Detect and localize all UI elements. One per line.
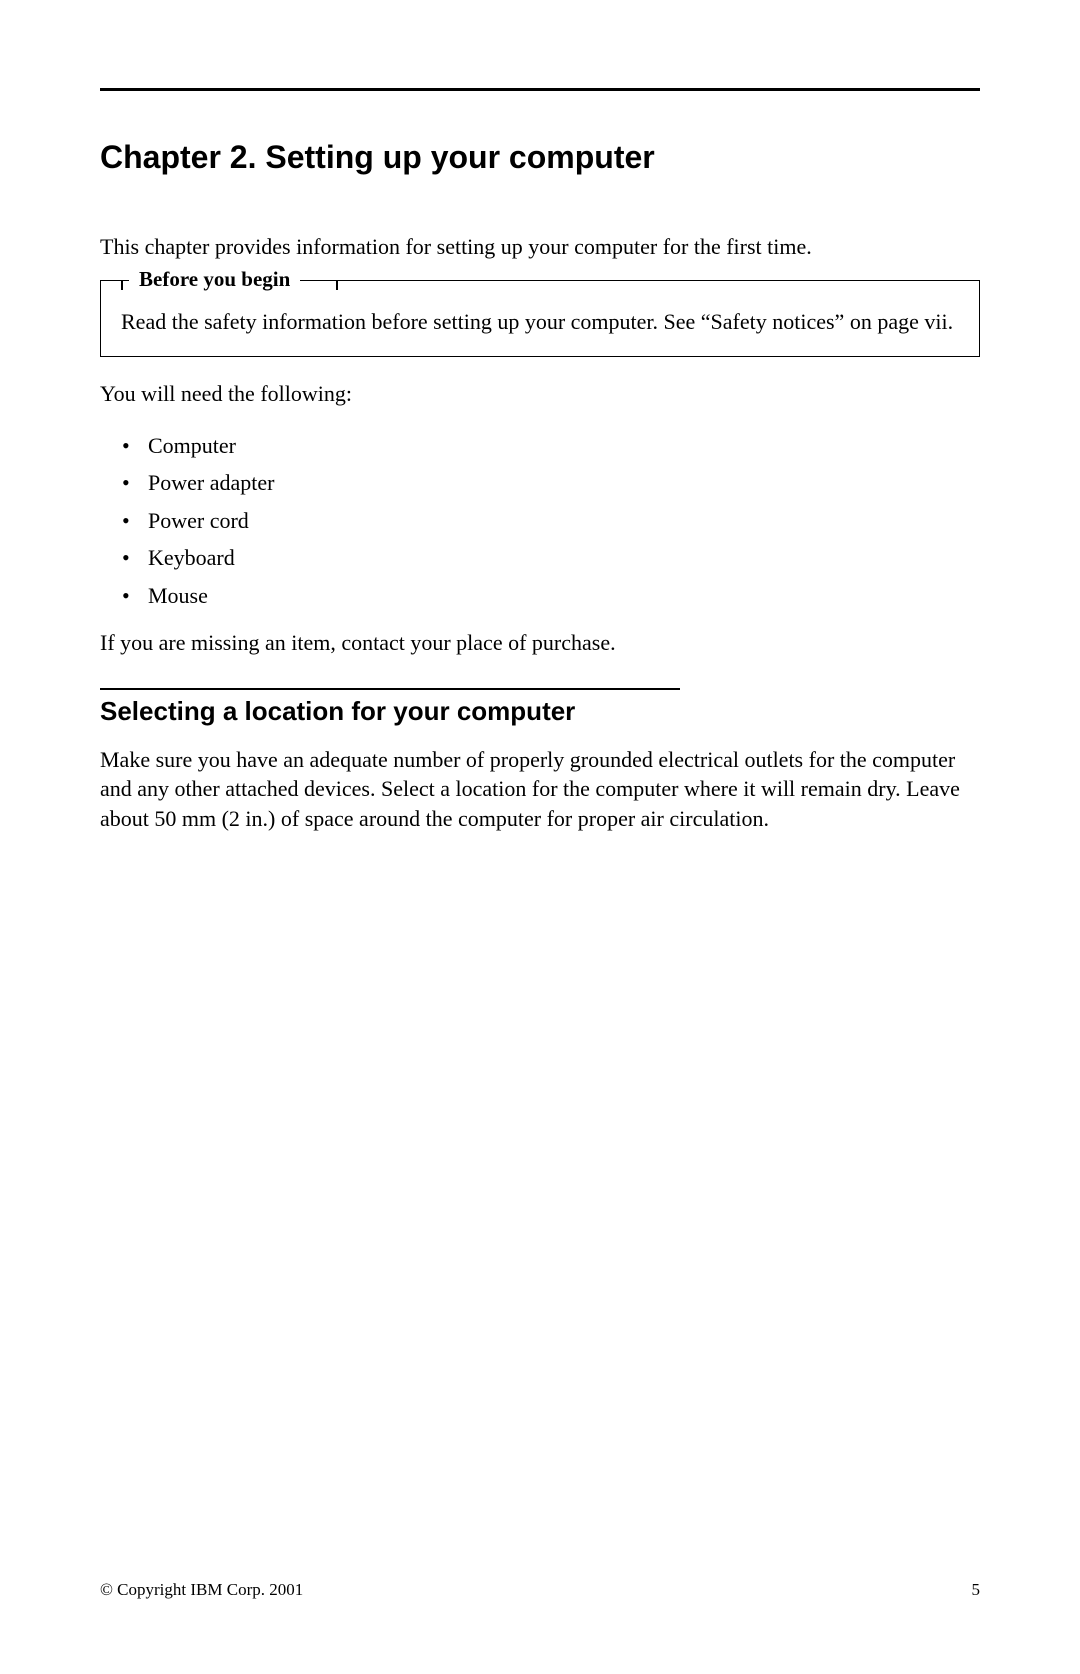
section-rule	[100, 688, 680, 690]
need-intro: You will need the following:	[100, 379, 980, 409]
before-you-begin-box: Before you begin Read the safety informa…	[100, 280, 980, 358]
list-item: Keyboard	[100, 539, 980, 576]
intro-paragraph: This chapter provides information for se…	[100, 232, 980, 262]
section-title: Selecting a location for your computer	[100, 696, 980, 727]
need-list: Computer Power adapter Power cord Keyboa…	[100, 427, 980, 614]
list-item: Computer	[100, 427, 980, 464]
legend-tick	[121, 280, 123, 290]
list-item: Mouse	[100, 577, 980, 614]
section-body: Make sure you have an adequate number of…	[100, 745, 980, 834]
chapter-title: Chapter 2. Setting up your computer	[100, 139, 980, 176]
before-you-begin-body: Read the safety information before setti…	[121, 307, 959, 337]
legend-tick	[336, 280, 338, 290]
before-you-begin-legend: Before you begin	[129, 267, 300, 292]
copyright-text: © Copyright IBM Corp. 2001	[100, 1580, 303, 1600]
missing-note: If you are missing an item, contact your…	[100, 628, 980, 658]
document-page: Chapter 2. Setting up your computer This…	[0, 0, 1080, 1674]
page-number: 5	[972, 1580, 981, 1600]
top-rule	[100, 88, 980, 91]
list-item: Power cord	[100, 502, 980, 539]
list-item: Power adapter	[100, 464, 980, 501]
page-footer: © Copyright IBM Corp. 2001 5	[100, 1580, 980, 1600]
